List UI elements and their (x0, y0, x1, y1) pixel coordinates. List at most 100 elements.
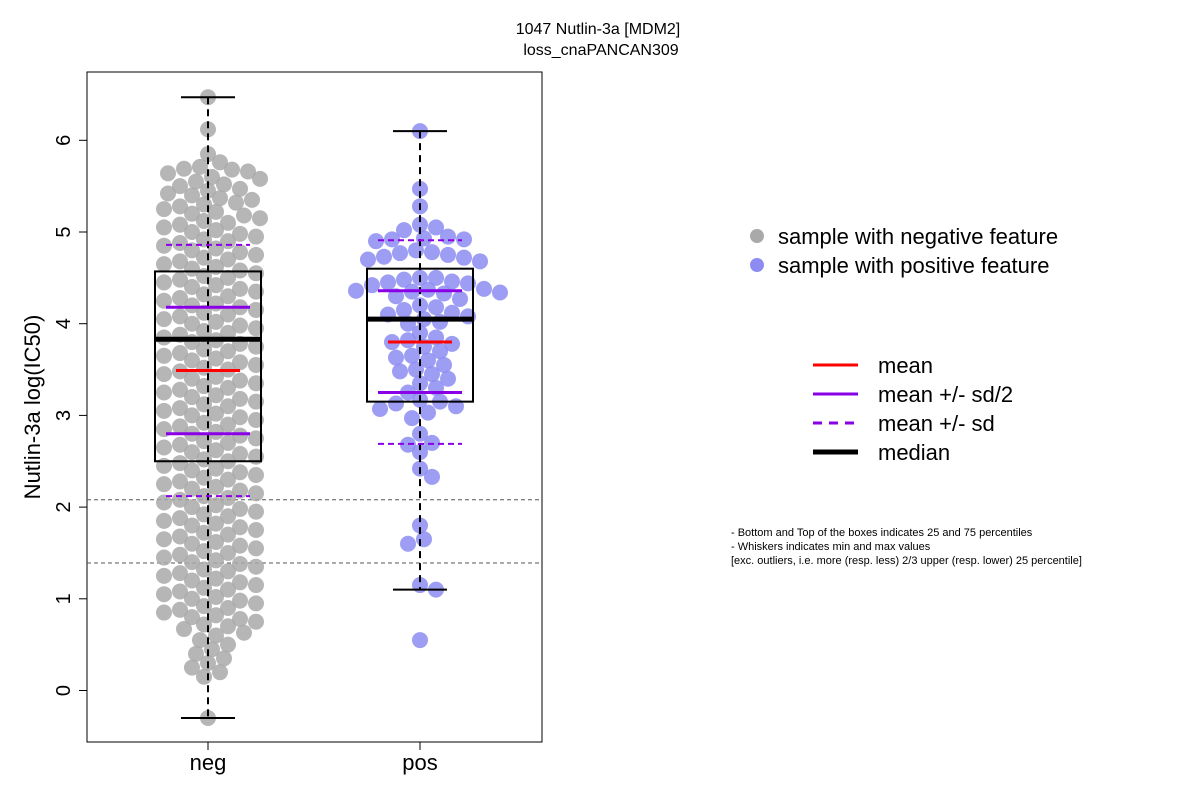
neg-point (220, 306, 236, 323)
neg-point (232, 482, 248, 499)
neg-point (208, 423, 224, 440)
neg-point (192, 632, 208, 649)
neg-point (184, 590, 200, 607)
pos-point (432, 313, 448, 330)
neg-point (208, 478, 224, 495)
pos-point (424, 468, 440, 485)
neg-point (220, 343, 236, 360)
neg-point (172, 235, 188, 252)
neg-point (156, 256, 172, 273)
pos-point (492, 284, 508, 301)
neg-point (172, 418, 188, 435)
pos-point (440, 228, 456, 245)
pos-point (412, 216, 428, 233)
neg-point (208, 460, 224, 477)
neg-point (184, 224, 200, 240)
neg-point (172, 436, 188, 453)
pos-point (396, 222, 412, 239)
neg-point (236, 624, 252, 641)
neg-point (208, 277, 224, 294)
neg-point (220, 526, 236, 543)
pos-point (408, 361, 424, 378)
neg-point (184, 517, 200, 534)
neg-point (220, 288, 236, 305)
neg-point (232, 500, 248, 517)
neg-point (184, 279, 200, 296)
legend-point-label: sample with positive feature (778, 253, 1049, 278)
pos-point (396, 271, 412, 288)
pos-point (412, 324, 428, 341)
neg-point (220, 416, 236, 433)
pos-point (380, 274, 396, 291)
neg-point (156, 402, 172, 419)
y-tick-label: 0 (53, 685, 75, 696)
neg-point (208, 222, 224, 239)
pos-point (388, 349, 404, 366)
pos-point (444, 273, 460, 290)
neg-point (196, 212, 212, 229)
neg-point (216, 650, 232, 667)
neg-box (154, 270, 262, 463)
neg-point (228, 194, 244, 211)
neg-point (156, 476, 172, 493)
neg-point (232, 592, 248, 609)
neg-point (184, 242, 200, 259)
neg-point (236, 207, 252, 224)
pos-point (428, 219, 444, 236)
neg-point (156, 237, 172, 254)
pos-point (412, 180, 428, 197)
neg-point (220, 251, 236, 268)
neg-point (172, 290, 188, 307)
pos-point (420, 404, 436, 421)
pos-point (396, 301, 412, 318)
neg-point (196, 616, 212, 633)
neg-point (192, 158, 208, 175)
legend-point-marker (750, 258, 764, 272)
neg-point (172, 381, 188, 398)
pos-point (424, 244, 440, 261)
legend-line-label: mean (878, 353, 933, 378)
neg-point (208, 588, 224, 605)
pos-point (444, 335, 460, 352)
neg-point (212, 154, 228, 171)
neg-point (184, 535, 200, 552)
note-line: [exc. outliers, i.e. more (resp. less) 2… (731, 555, 1082, 567)
neg-point (184, 609, 200, 626)
neg-point (184, 205, 200, 222)
neg-point (172, 308, 188, 325)
neg-point (212, 664, 228, 681)
neg-point (184, 499, 200, 516)
pos-point (420, 352, 436, 369)
neg-point (248, 485, 264, 502)
neg-point (208, 368, 224, 385)
neg-point (156, 274, 172, 291)
neg-point (232, 354, 248, 371)
y-tick-label: 6 (53, 135, 75, 146)
neg-point (200, 146, 216, 163)
neg-point (172, 510, 188, 527)
pos-point (440, 246, 456, 263)
neg-point (184, 462, 200, 479)
neg-point (248, 595, 264, 612)
y-axis-label: Nutlin-3a log(IC50) (20, 315, 45, 500)
y-tick-label: 5 (53, 226, 75, 237)
plot-frame (86, 71, 543, 743)
neg-point (232, 464, 248, 481)
neg-point (248, 467, 264, 484)
pos-point (348, 282, 364, 299)
neg-point (220, 618, 236, 635)
neg-point (232, 537, 248, 554)
neg-point (232, 317, 248, 334)
neg-point (208, 203, 224, 220)
neg-point (156, 384, 172, 401)
neg-point (156, 494, 172, 511)
pos-point (408, 242, 424, 259)
pos-point (428, 299, 444, 316)
neg-point (232, 409, 248, 426)
neg-point (248, 503, 264, 520)
neg-point (184, 370, 200, 387)
y-tick-label: 1 (53, 593, 75, 604)
neg-point (220, 434, 236, 451)
neg-point (172, 345, 188, 362)
neg-point (160, 185, 176, 202)
